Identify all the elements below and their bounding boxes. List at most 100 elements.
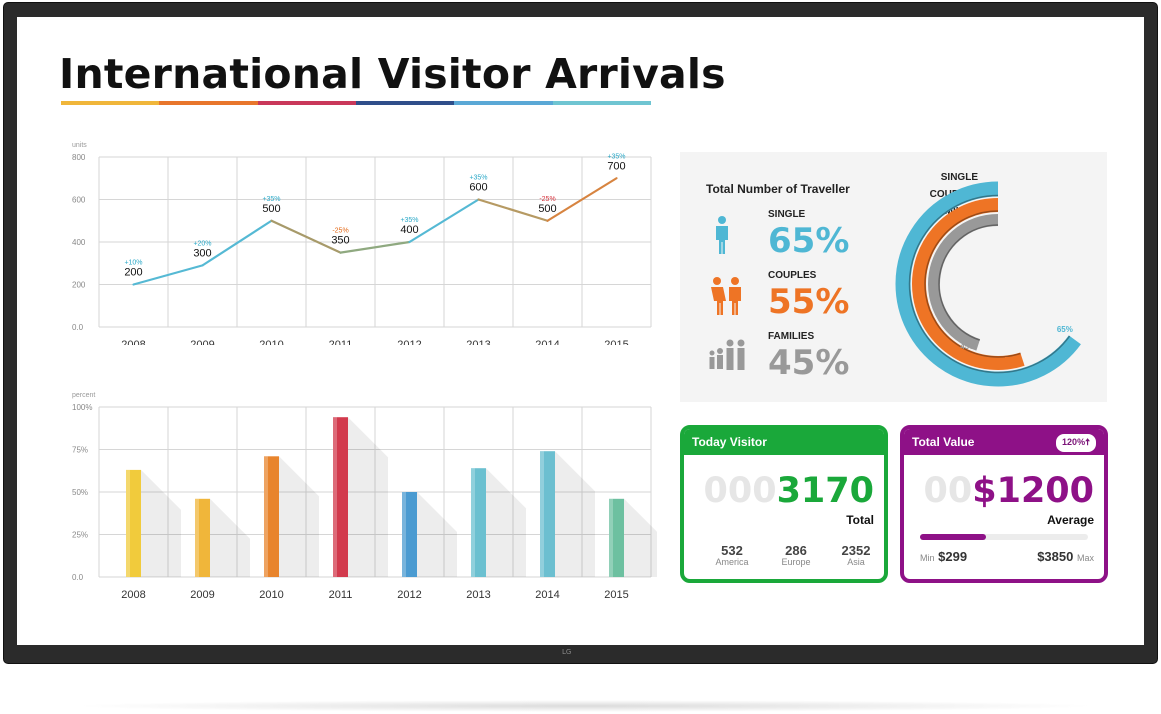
x-tick-label: 2008 <box>121 339 145 345</box>
x-tick-label: 2010 <box>259 589 283 601</box>
families-label: FAMILIES <box>768 331 815 342</box>
x-tick-label: 2015 <box>604 339 628 345</box>
data-label: 350 <box>331 235 349 247</box>
traveller-row-couples: COUPLES 55% <box>708 270 908 322</box>
stat-europe: 286 Europe <box>766 543 826 567</box>
data-label: 400 <box>400 224 418 236</box>
bar-highlight <box>333 417 337 577</box>
stat-asia-value: 2352 <box>841 543 871 558</box>
donut-arc-edge <box>908 194 1071 374</box>
data-label: 200 <box>124 267 142 279</box>
bar-highlight <box>540 451 544 577</box>
x-tick-label: 2009 <box>190 589 214 601</box>
x-tick-label: 2013 <box>466 589 490 601</box>
stat-europe-value: 286 <box>785 543 807 558</box>
today-visitor-value: 3170 <box>776 471 874 511</box>
bar-shadow <box>279 456 319 577</box>
donut-arc <box>928 214 999 351</box>
donut-percent-label: 45% <box>960 342 976 351</box>
line-series-segment <box>546 177 618 222</box>
donut-legend-single: SINGLE <box>940 172 978 183</box>
bar <box>402 492 417 577</box>
min-value: Min $299 <box>920 549 967 564</box>
underline-segment <box>257 101 356 105</box>
y-tick-label: 75% <box>72 446 88 455</box>
change-label: +35% <box>400 217 418 224</box>
data-label: 600 <box>469 182 487 194</box>
y-tick-label: 400 <box>72 238 86 247</box>
bar <box>126 469 141 577</box>
single-person-icon <box>716 216 728 254</box>
couple-icon <box>711 277 741 315</box>
data-label: 500 <box>262 203 280 215</box>
x-tick-label: 2014 <box>535 589 559 601</box>
bar-shadow <box>210 498 250 577</box>
change-label: -25% <box>332 228 348 235</box>
families-percent: 45% <box>768 343 850 383</box>
bar-shadow <box>486 468 526 577</box>
total-value-card: Total Value 120%🠅 00$1200 Average Min $2… <box>900 425 1108 583</box>
bar-chart: percent 0.0 25% 50% 75% 100% 2008 2009 2010 2011 2… <box>57 387 657 607</box>
underline-segment <box>454 101 553 105</box>
underline-segment <box>61 101 160 105</box>
stat-america-value: 532 <box>721 543 743 558</box>
total-value-sub: Average <box>1047 513 1094 527</box>
today-visitor-card: Today Visitor 0003170 Total 532 America … <box>680 425 888 583</box>
y-tick-label: 100% <box>72 403 92 412</box>
x-tick-label: 2015 <box>604 589 628 601</box>
stat-asia: 2352 Asia <box>826 543 884 567</box>
bar-highlight <box>609 498 613 577</box>
stat-europe-label: Europe <box>781 557 811 567</box>
line-series-segment <box>339 240 411 254</box>
bar <box>609 498 624 577</box>
x-tick-label: 2011 <box>329 589 353 601</box>
today-visitor-title: Today Visitor <box>684 429 884 455</box>
change-label: -25% <box>539 196 555 203</box>
change-label: +35% <box>469 175 487 182</box>
bar-highlight <box>402 492 406 577</box>
couples-percent: 55% <box>768 282 850 322</box>
line-series-segment <box>477 198 549 222</box>
single-percent: 65% <box>768 221 850 261</box>
underline-segment <box>355 101 455 105</box>
bar-highlight <box>195 498 199 577</box>
stat-america: 532 America <box>702 543 762 567</box>
title-underline <box>61 101 651 105</box>
bar-shadow <box>417 492 457 577</box>
line-chart: units 0.0 200 400 600 800 2008 2009 2010 2011 2012… <box>57 135 657 345</box>
total-value-amount: 00$1200 <box>924 471 1094 511</box>
x-tick-label: 2010 <box>259 339 283 345</box>
underline-segment <box>159 101 258 105</box>
screen: International Visitor Arrivals units 0.0 2… <box>17 17 1144 645</box>
line-series-segment <box>132 264 204 286</box>
y-tick-label: 600 <box>72 196 86 205</box>
donut-percent-label: 55% <box>1004 356 1020 365</box>
bar <box>264 456 279 577</box>
single-label: SINGLE <box>768 209 806 220</box>
bar-shadow <box>141 469 181 577</box>
max-value: $3850 Max <box>1037 549 1094 564</box>
traveller-title: Total Number of Traveller <box>706 182 850 196</box>
page-title: International Visitor Arrivals <box>59 50 726 98</box>
line-series-segment <box>270 219 342 254</box>
donut-percent-label: 65% <box>1057 325 1073 334</box>
change-label: +35% <box>262 196 280 203</box>
value-progress-fill <box>920 534 986 540</box>
y-tick-label: 50% <box>72 488 88 497</box>
y-tick-label: 800 <box>72 153 86 162</box>
traveller-donut-chart: 65% 55% 45% <box>895 181 1081 387</box>
x-tick-label: 2011 <box>329 339 353 345</box>
bar <box>471 468 486 577</box>
min-amount: $299 <box>938 549 968 564</box>
donut-arc <box>912 198 1025 370</box>
today-visitor-sub: Total <box>846 513 874 527</box>
traveller-row-families: FAMILIES 45% <box>708 331 908 383</box>
underline-segment <box>552 101 651 105</box>
today-visitor-leading-zeros: 000 <box>703 471 777 511</box>
donut-arc <box>895 181 1081 387</box>
y-tick-label: 0.0 <box>72 323 84 332</box>
max-label: Max <box>1076 553 1094 563</box>
x-tick-label: 2009 <box>190 339 214 345</box>
line-series-segment <box>201 219 273 267</box>
today-visitor-count: 0003170 <box>704 471 874 511</box>
